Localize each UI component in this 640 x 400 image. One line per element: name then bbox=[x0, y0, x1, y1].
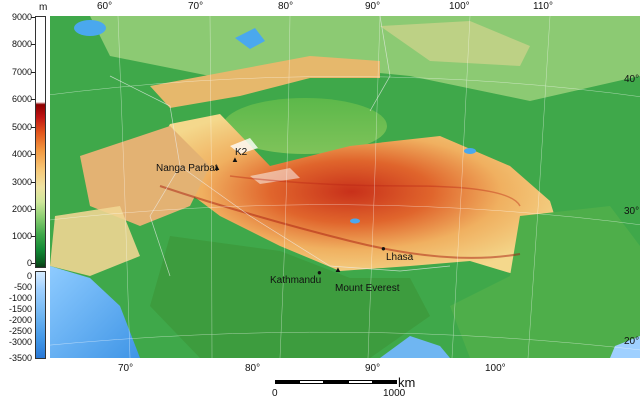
scale-label-max: 1000 bbox=[383, 388, 406, 399]
legend-tick: 0 bbox=[26, 271, 32, 281]
peak-marker-k2: ▲ bbox=[231, 155, 239, 164]
legend-tickmark bbox=[31, 99, 35, 100]
legend-tick: -2000 bbox=[8, 315, 32, 325]
legend-tick: 0 bbox=[26, 258, 32, 268]
longitude-label-top: 90° bbox=[365, 1, 381, 12]
legend-tick: -500 bbox=[13, 282, 32, 292]
scale-segment bbox=[348, 380, 373, 384]
scale-label-zero: 0 bbox=[272, 388, 278, 399]
legend-tickmark bbox=[31, 236, 35, 237]
longitude-label-top: 110° bbox=[533, 1, 553, 12]
legend-tick: -1000 bbox=[8, 293, 32, 303]
place-label-nanga-parbat: Nanga Parbat bbox=[156, 163, 218, 174]
legend-tick: 8000 bbox=[11, 39, 32, 49]
longitude-label-bottom: 100° bbox=[485, 363, 506, 374]
latitude-label: 40° bbox=[624, 74, 640, 85]
scale-segment bbox=[373, 380, 397, 384]
place-label-lhasa: Lhasa bbox=[386, 252, 414, 263]
city-marker-lhasa: ● bbox=[381, 244, 386, 253]
place-label-k2: K2 bbox=[235, 147, 248, 158]
legend-tick: 5000 bbox=[11, 122, 32, 132]
legend-tick: 4000 bbox=[11, 149, 32, 159]
legend-tick: 2000 bbox=[11, 204, 32, 214]
longitude-label-top: 60° bbox=[97, 1, 113, 12]
place-label-kathmandu: Kathmandu bbox=[270, 275, 322, 286]
relief-map[interactable]: ▲ Nanga Parbat ▲ K2 ● Lhasa ● Kathmandu … bbox=[50, 16, 640, 358]
legend-tickmark bbox=[31, 263, 35, 264]
scale-segment bbox=[275, 380, 299, 384]
longitude-label-top: 70° bbox=[188, 1, 204, 12]
legend-tick: 6000 bbox=[11, 94, 32, 104]
legend-tick: -3500 bbox=[8, 353, 32, 363]
legend-tick: 1000 bbox=[11, 231, 32, 241]
relief-map-graphic bbox=[50, 16, 640, 358]
legend-tick: 9000 bbox=[11, 12, 32, 22]
peak-marker-everest: ▲ bbox=[334, 265, 342, 274]
scale-segment bbox=[324, 380, 348, 384]
legend-tickmark bbox=[31, 154, 35, 155]
legend-tick: -3000 bbox=[8, 337, 32, 347]
place-label-everest: Mount Everest bbox=[335, 283, 400, 294]
legend-unit: m bbox=[39, 2, 48, 13]
longitude-label-top: 80° bbox=[278, 1, 294, 12]
legend-tickmark bbox=[31, 127, 35, 128]
legend-tick: 7000 bbox=[11, 67, 32, 77]
legend-tick: -2500 bbox=[8, 326, 32, 336]
legend-tickmark bbox=[31, 17, 35, 18]
longitude-label-bottom: 90° bbox=[365, 363, 381, 374]
city-marker-kathmandu: ● bbox=[317, 268, 322, 277]
latitude-label: 20° bbox=[624, 336, 640, 347]
latitude-label: 30° bbox=[624, 206, 640, 217]
elevation-colorbar-land bbox=[35, 16, 46, 268]
peak-marker-nanga-parbat: ▲ bbox=[213, 163, 221, 172]
longitude-label-bottom: 80° bbox=[245, 363, 261, 374]
scale-unit: km bbox=[398, 375, 416, 390]
legend-tick: -1500 bbox=[8, 304, 32, 314]
longitude-label-top: 100° bbox=[449, 1, 470, 12]
scale-bar bbox=[275, 380, 397, 386]
elevation-legend: m 9000 8000 7000 6000 5000 4000 3000 200… bbox=[0, 0, 50, 400]
elevation-colorbar-sea bbox=[35, 271, 46, 359]
scale-segment bbox=[299, 380, 324, 384]
legend-tickmark bbox=[31, 44, 35, 45]
legend-tickmark bbox=[31, 182, 35, 183]
legend-tick: 3000 bbox=[11, 177, 32, 187]
legend-tickmark bbox=[31, 72, 35, 73]
legend-tickmark bbox=[31, 209, 35, 210]
longitude-label-bottom: 70° bbox=[118, 363, 134, 374]
